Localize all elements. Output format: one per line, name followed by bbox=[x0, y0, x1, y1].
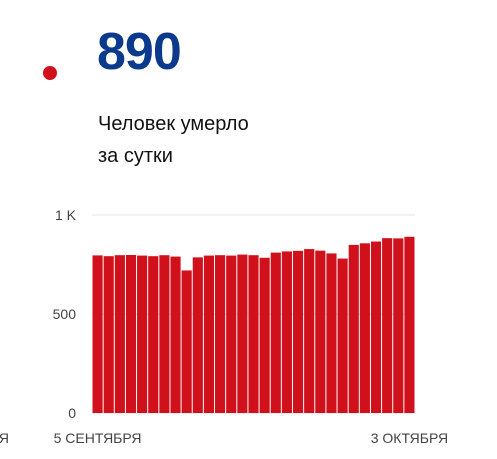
x-tick-label-clipped: ЯБРЯ bbox=[0, 430, 9, 446]
y-tick-label: 0 bbox=[68, 405, 76, 421]
caption-line-2: за сутки bbox=[98, 145, 173, 167]
bar bbox=[103, 256, 114, 413]
bar bbox=[292, 250, 304, 413]
status-dot bbox=[43, 66, 57, 80]
bar bbox=[203, 255, 215, 413]
y-tick-label: 500 bbox=[53, 306, 77, 322]
bar bbox=[315, 250, 326, 413]
deaths-bar-chart: 0 500 1 K 5 СЕНТЯБРЯ 3 ОКТЯБРЯ ЯБРЯ bbox=[0, 207, 448, 446]
bar bbox=[248, 255, 259, 413]
bar bbox=[259, 257, 270, 413]
x-tick-label: 3 ОКТЯБРЯ bbox=[371, 430, 448, 446]
bar bbox=[304, 249, 315, 413]
y-tick-label: 1 K bbox=[55, 207, 77, 223]
bar bbox=[370, 241, 382, 413]
caption-line-1: Человек умерло bbox=[98, 113, 249, 135]
bar bbox=[125, 254, 137, 413]
bar bbox=[270, 252, 281, 413]
bar bbox=[137, 255, 148, 413]
bar bbox=[337, 258, 348, 413]
bar bbox=[359, 243, 370, 413]
x-tick-label: 5 СЕНТЯБРЯ bbox=[54, 430, 142, 446]
bar bbox=[281, 251, 292, 413]
bar bbox=[348, 244, 359, 413]
bar bbox=[148, 256, 159, 413]
bar bbox=[192, 257, 203, 413]
bar bbox=[215, 255, 226, 413]
deaths-count: 890 bbox=[97, 23, 182, 81]
bar bbox=[226, 255, 237, 413]
bar bbox=[326, 253, 337, 413]
bar bbox=[170, 256, 181, 413]
bar bbox=[181, 270, 192, 413]
bar bbox=[159, 255, 170, 413]
bar bbox=[393, 238, 404, 413]
bar bbox=[237, 254, 248, 413]
deaths-caption: Человек умерло за сутки bbox=[98, 108, 338, 172]
bar bbox=[114, 255, 125, 413]
bar bbox=[92, 255, 103, 413]
bar bbox=[404, 236, 415, 413]
bar bbox=[382, 238, 393, 413]
